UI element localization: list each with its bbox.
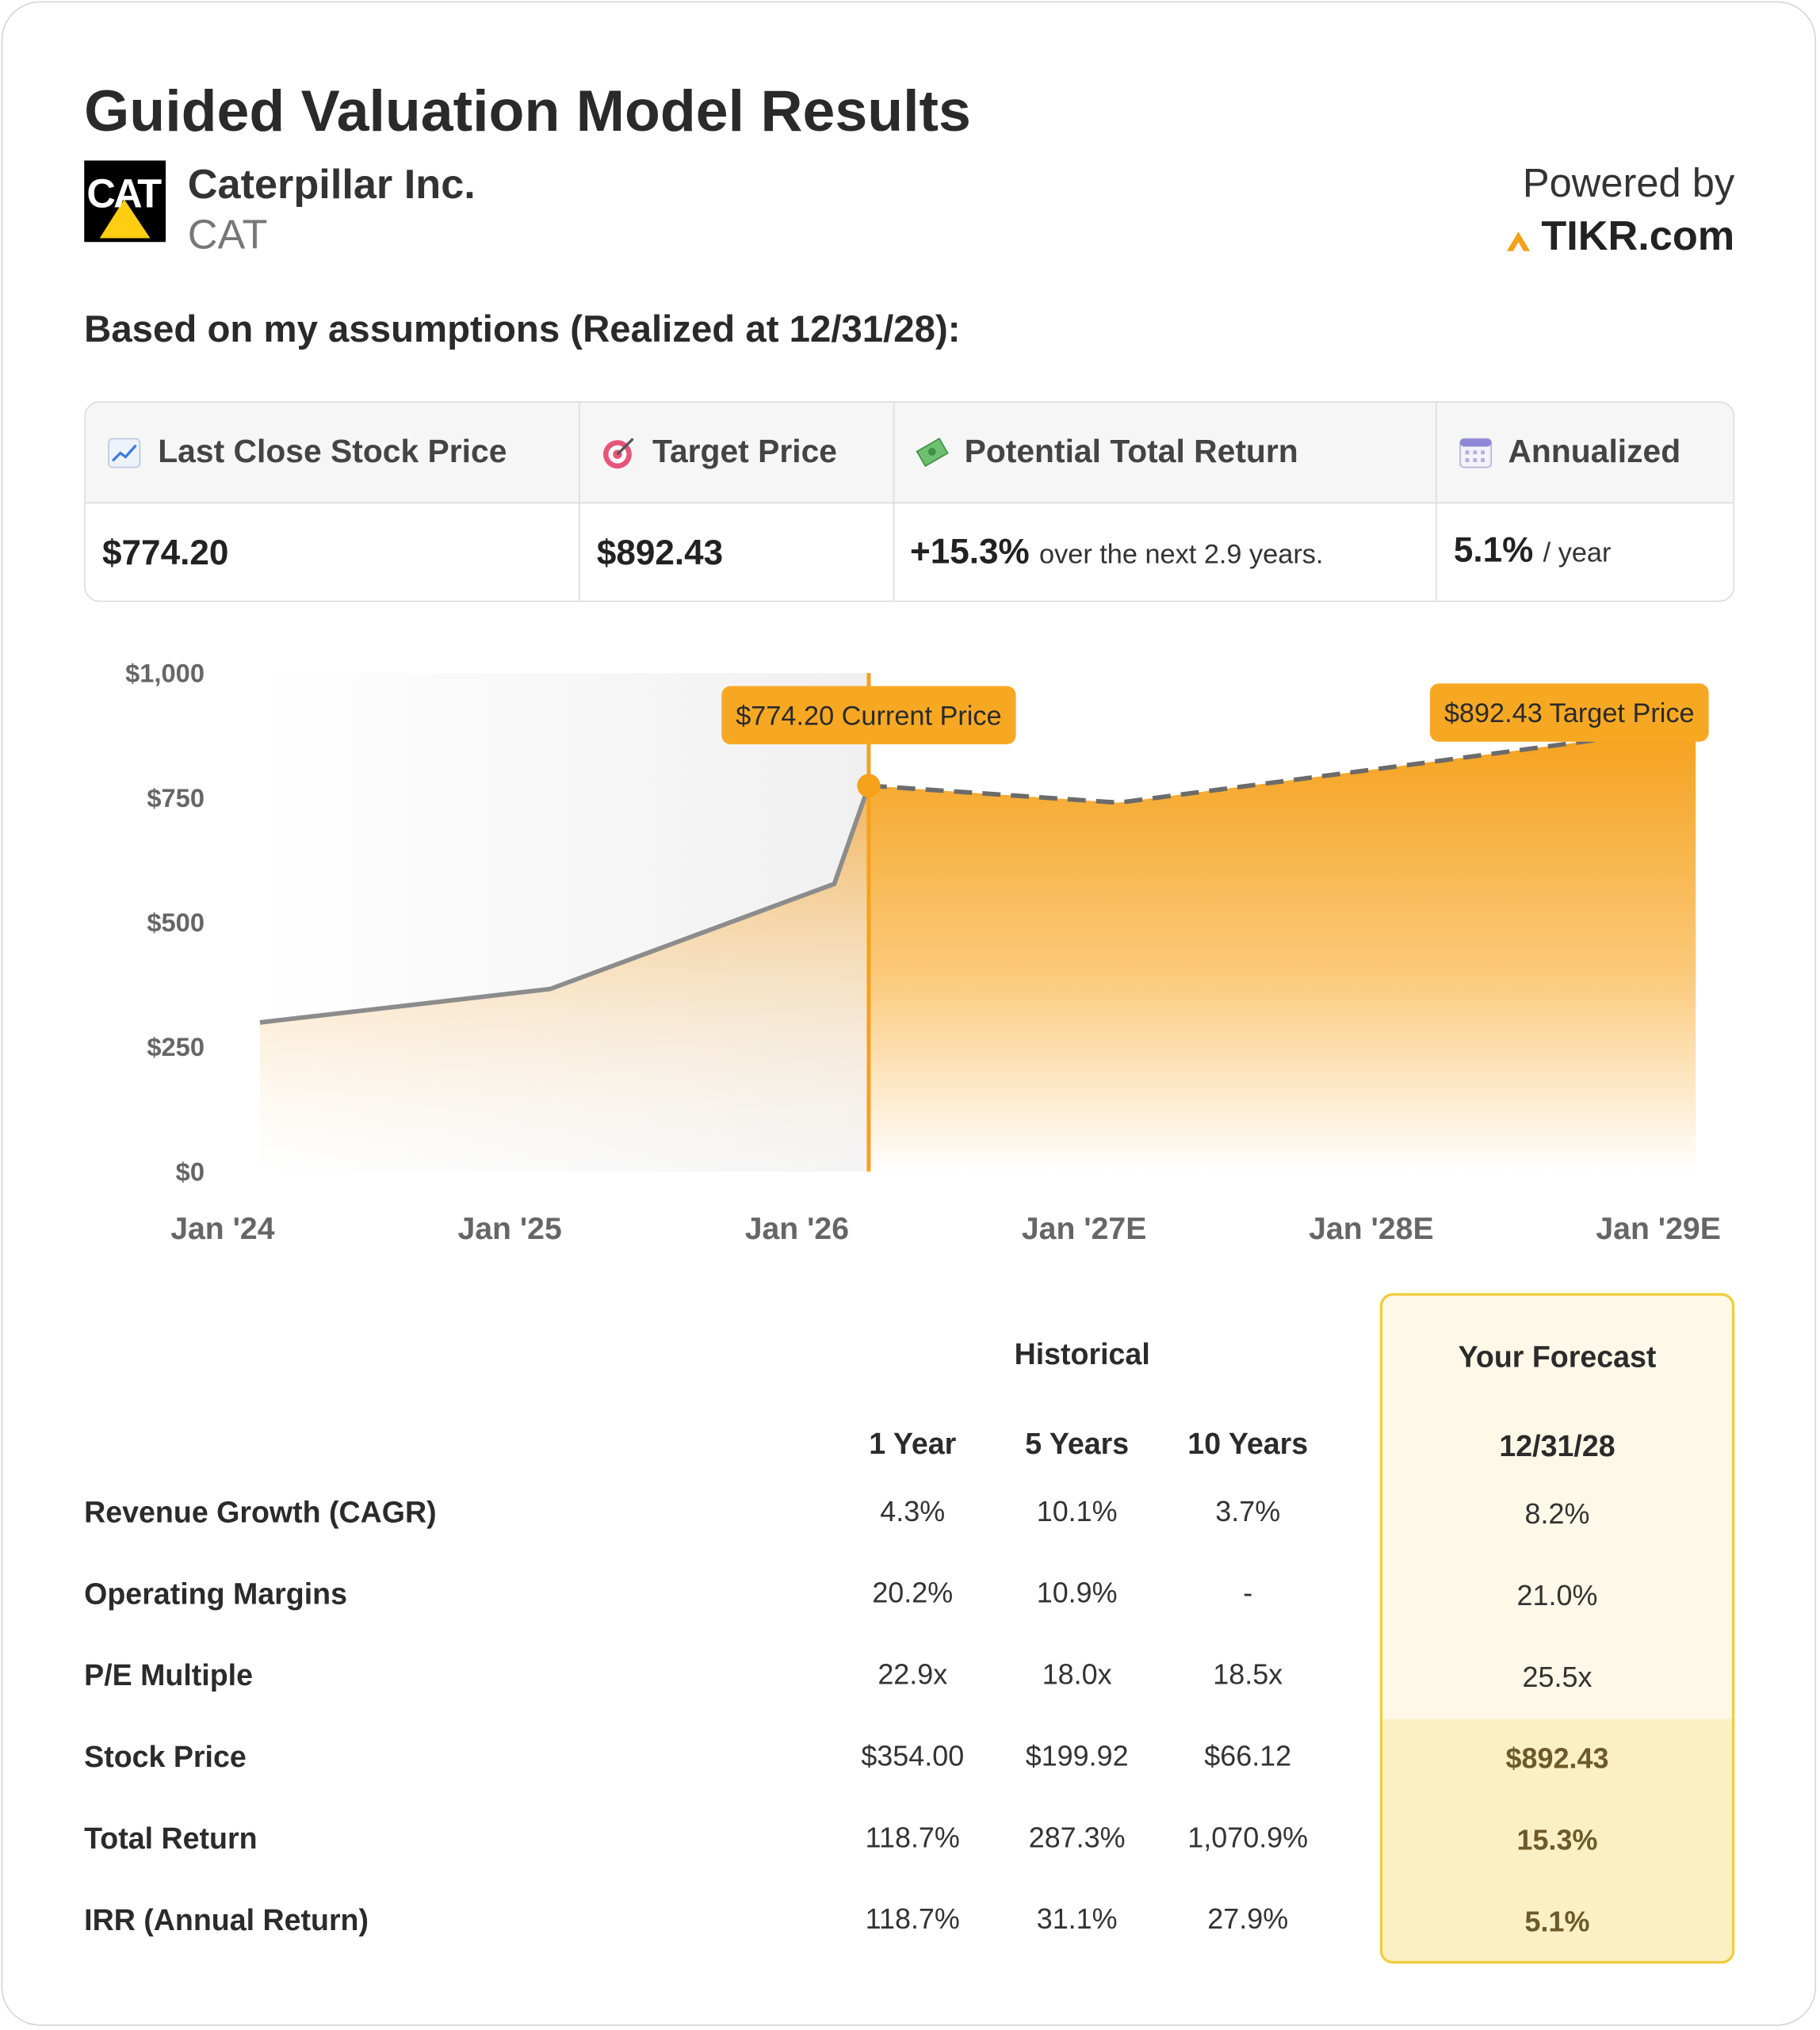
total-return-note: over the next 2.9 years. [1039, 539, 1324, 570]
brand-mark [1506, 231, 1531, 251]
divider [893, 402, 895, 601]
summary-header: Target Price [652, 434, 837, 470]
summary-header: Last Close Stock Price [158, 434, 507, 470]
historical-value: $66.12 [1204, 1739, 1292, 1772]
column-header: 1 Year [869, 1426, 957, 1461]
target-price-value: $892.43 [596, 533, 724, 572]
historical-value: 287.3% [1028, 1821, 1126, 1854]
historical-value: 20.2% [872, 1576, 954, 1609]
forecast-area [868, 726, 1696, 1172]
row-label: P/E Multiple [84, 1657, 253, 1692]
forecast-value: 15.3% [1516, 1823, 1598, 1856]
historical-value: $354.00 [861, 1739, 965, 1772]
x-tick-label: Jan '28E [1309, 1212, 1433, 1246]
historical-value: 118.7% [865, 1902, 960, 1936]
historical-value: 118.7% [865, 1821, 960, 1854]
group-header: Historical [1014, 1336, 1150, 1371]
total-return: +15.3% over the next 2.9 years. [910, 532, 1323, 572]
brand: TIKR.com [1541, 212, 1735, 259]
annotation-text: $892.43 Target Price [1444, 698, 1695, 728]
forecast-value: 25.5x [1522, 1661, 1592, 1693]
row-label: Total Return [84, 1821, 258, 1856]
x-tick-label: Jan '24 [170, 1212, 275, 1246]
annotation-box [721, 686, 1016, 744]
annotation-text: $774.20 Current Price [736, 701, 1001, 731]
row-label: Revenue Growth (CAGR) [84, 1495, 437, 1529]
y-tick-label: $0 [176, 1156, 205, 1186]
icon-money [916, 438, 949, 468]
historical-value: 18.0x [1042, 1657, 1112, 1691]
column-header: 10 Years [1187, 1426, 1309, 1461]
icon-target [602, 438, 634, 469]
historical-value: 31.1% [1036, 1902, 1118, 1936]
company-logo: CAT [84, 160, 166, 243]
historical-value: 1,070.9% [1187, 1821, 1309, 1854]
row-label: Stock Price [84, 1739, 247, 1774]
historical-value: 22.9x [878, 1657, 948, 1691]
brand-icon [1506, 231, 1531, 251]
last-close-value: $774.20 [102, 533, 229, 572]
summary-header-row [85, 402, 1734, 504]
row-label: IRR (Annual Return) [84, 1902, 369, 1936]
subtitle: Based on my assumptions (Realized at 12/… [84, 309, 961, 351]
current-point [857, 774, 881, 797]
history-line [259, 785, 871, 1025]
forecast-date: 12/31/28 [1499, 1428, 1615, 1463]
logo-triangle [99, 199, 151, 239]
annualized-value: 5.1% [1453, 530, 1534, 570]
history-area [259, 786, 869, 1172]
x-tick-label: Jan '25 [457, 1212, 561, 1246]
y-tick-label: $750 [147, 783, 205, 812]
summary-header: Annualized [1508, 434, 1681, 470]
title: Guided Valuation Model Results [84, 77, 971, 144]
x-tick-label: Jan '29E [1596, 1212, 1720, 1246]
historical-value: 18.5x [1213, 1657, 1283, 1691]
summary-table: Last Close Stock Price Target Price Pote… [84, 401, 1735, 602]
column-header: 5 Years [1025, 1426, 1130, 1461]
annotation: $892.43 Target Price [1429, 683, 1709, 742]
forecast-value: 5.1% [1524, 1905, 1590, 1938]
powered-by: Powered by [1522, 160, 1735, 206]
historical-value: 3.7% [1215, 1495, 1281, 1527]
forecast-value: 8.2% [1524, 1497, 1590, 1531]
company-name: Caterpillar Inc. [187, 160, 476, 208]
historical-value: 4.3% [880, 1495, 946, 1527]
forecast-panel [1379, 1293, 1735, 1964]
icon-calendar [1459, 438, 1493, 468]
logo-text: CAT [86, 170, 162, 216]
x-tick-label: Jan '27E [1022, 1212, 1146, 1246]
historical-value: - [1243, 1576, 1253, 1609]
y-tick-label: $500 [147, 908, 205, 937]
annotation-box [1429, 683, 1709, 742]
summary-header: Potential Total Return [964, 434, 1298, 470]
row-label: Operating Margins [84, 1576, 347, 1611]
historical-value: 27.9% [1207, 1902, 1289, 1936]
forecast-highlight [1382, 1718, 1732, 1961]
ticker: CAT [187, 211, 268, 258]
divider [1435, 402, 1437, 601]
forecast-header: Your Forecast [1458, 1340, 1657, 1374]
y-tick-label: $1,000 [125, 659, 205, 688]
icon-chart [108, 438, 141, 468]
y-tick-label: $250 [147, 1032, 205, 1061]
price-chart: $0 $250 $500 $750 $1,000 Jan '24 Jan '25 Jan '2… [125, 659, 1721, 1246]
divider [578, 402, 580, 601]
forecast-line [868, 724, 1696, 805]
forecast-value: 21.0% [1516, 1579, 1598, 1612]
historical-value: 10.1% [1036, 1495, 1118, 1527]
total-return-value: +15.3% [909, 532, 1030, 572]
historical-value: 10.9% [1036, 1576, 1118, 1609]
annualized: 5.1% / year [1454, 531, 1612, 572]
forecast-value: $892.43 [1505, 1742, 1609, 1775]
historical-value: $199.92 [1025, 1739, 1129, 1772]
annotation: $774.20 Current Price [721, 686, 1016, 744]
x-tick-label: Jan '26 [745, 1212, 849, 1246]
annualized-note: / year [1543, 538, 1612, 568]
